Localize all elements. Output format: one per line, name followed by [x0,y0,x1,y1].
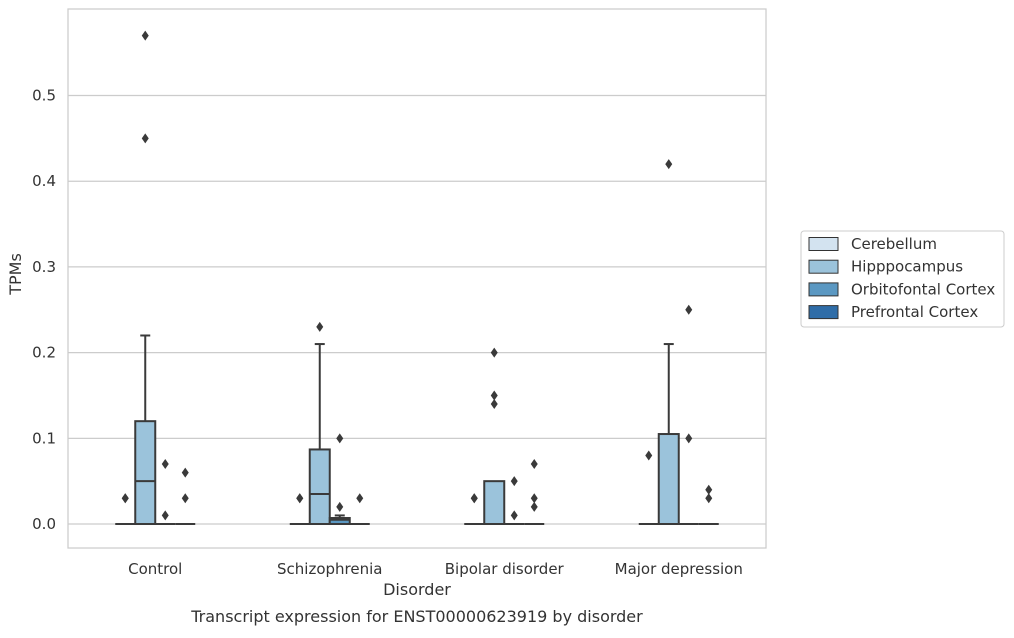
x-tick-label: Major depression [615,560,743,578]
outlier-marker [490,390,498,401]
box-series [115,334,719,526]
y-tick-label: 0.2 [32,344,56,362]
outlier-marker [336,433,344,444]
legend-label: Cerebellum [851,235,937,253]
chart-caption: Transcript expression for ENST0000062391… [190,607,643,626]
y-tick-labels: 0.0 0.1 0.2 0.3 0.4 0.5 [32,87,56,533]
outlier-marker [336,501,344,512]
outlier-marker [296,493,304,504]
outlier-marker [665,159,673,170]
outlier-marker [510,510,518,521]
box-body [483,480,506,526]
box-body [134,420,157,526]
box-group [134,334,157,526]
legend-frame [800,230,1005,328]
outlier-marker [356,493,364,504]
outlier-marker [530,493,538,504]
y-tick-label: 0.0 [32,515,56,533]
box-group [483,480,506,526]
outlier-marker [141,30,149,41]
legend-label: Hipppocampus [851,258,963,276]
x-tick-labels: Control Schizophrenia Bipolar disorder Majo… [128,560,743,578]
legend: Cerebellum Hipppocampus Orbitofontal Corte… [800,230,1005,328]
y-axis-label: TPMs [6,253,25,296]
outlier-points [121,30,713,521]
box-body [657,433,680,526]
outlier-marker [510,476,518,487]
legend-swatch [808,305,839,320]
outlier-marker [685,304,693,315]
legend-label: Orbitofontal Cortex [851,280,995,298]
legend-swatch [808,237,839,251]
legend-label: Prefrontal Cortex [851,303,978,321]
box-body [308,448,331,526]
outlier-marker [316,321,324,332]
box-group [657,343,680,526]
y-tick-label: 0.3 [32,258,56,276]
outlier-marker [685,433,693,444]
x-tick-label: Schizophrenia [277,560,382,578]
outlier-marker [705,484,713,495]
outlier-marker [490,399,498,410]
outlier-marker [490,347,498,358]
outlier-marker [705,493,713,504]
y-tick-label: 0.4 [32,172,56,190]
y-tick-label: 0.5 [32,87,56,105]
outlier-marker [645,450,653,461]
box-group [308,343,331,526]
outlier-marker [470,493,478,504]
outlier-marker [181,467,189,478]
outlier-marker [181,493,189,504]
outlier-marker [161,459,169,470]
outlier-marker [141,133,149,144]
outlier-marker [161,510,169,521]
x-tick-label: Bipolar disorder [445,560,565,578]
box-body [328,517,351,526]
legend-swatch [808,259,839,274]
outlier-marker [530,459,538,470]
legend-swatch [808,282,839,297]
plot-frame [67,8,767,549]
x-tick-label: Control [128,560,182,578]
outlier-marker [530,501,538,512]
y-tick-label: 0.1 [32,429,56,447]
outlier-marker [121,493,129,504]
box-group [328,514,351,526]
x-axis-label: Disorder [383,580,451,599]
